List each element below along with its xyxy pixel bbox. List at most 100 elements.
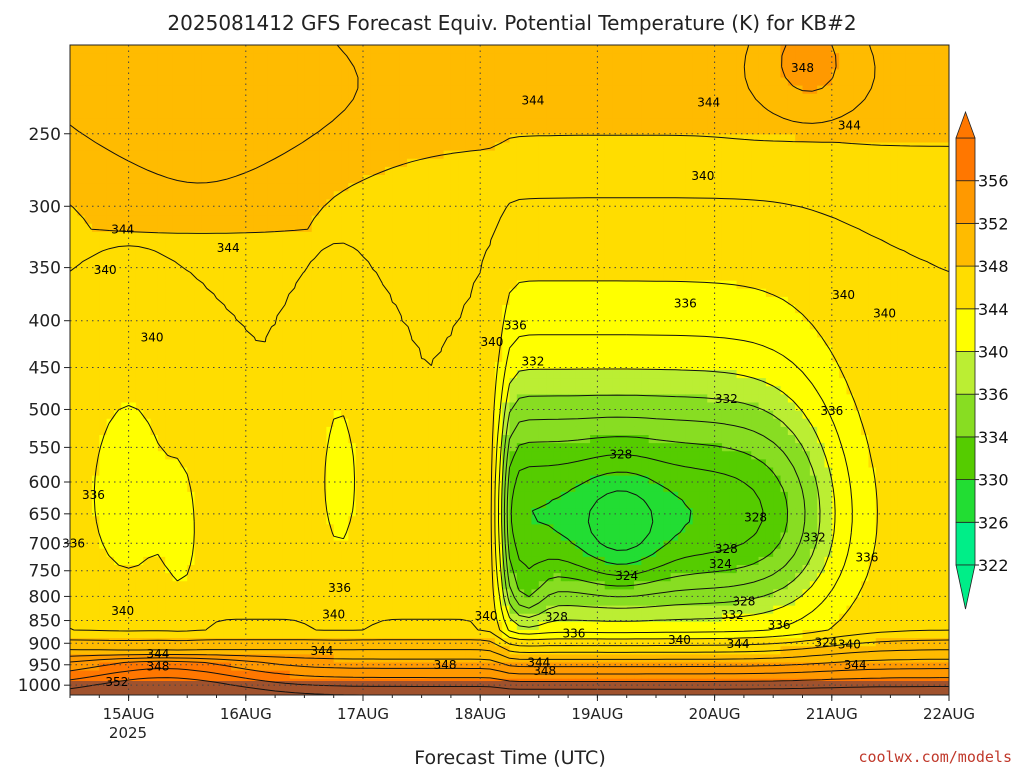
field-cell: [450, 101, 459, 111]
field-cell: [494, 183, 503, 192]
field-cell: [326, 280, 335, 290]
field-cell: [333, 142, 342, 152]
field-cell: [736, 207, 745, 217]
field-cell: [238, 248, 247, 257]
field-cell: [487, 101, 496, 111]
field-cell: [524, 207, 533, 217]
field-cell: [846, 321, 855, 330]
field-cell: [941, 248, 949, 257]
field-cell: [399, 61, 408, 70]
field-cell: [817, 256, 826, 265]
field-cell: [626, 329, 635, 339]
field-cell: [406, 240, 415, 249]
field-cell: [406, 61, 415, 70]
field-cell: [597, 370, 606, 379]
field-cell: [421, 329, 430, 339]
field-cell: [538, 296, 547, 306]
field-cell: [729, 231, 738, 241]
field-cell: [348, 256, 357, 265]
field-cell: [443, 223, 452, 233]
field-cell: [817, 280, 826, 290]
field-cell: [238, 207, 247, 217]
field-cell: [524, 370, 533, 379]
field-cell: [824, 118, 833, 127]
field-cell: [590, 272, 598, 282]
field-cell: [245, 272, 254, 282]
field-cell: [685, 240, 694, 249]
field-cell: [304, 280, 313, 290]
field-cell: [428, 361, 437, 371]
field-cell: [311, 175, 320, 184]
field-cell: [839, 296, 848, 306]
field-cell: [377, 85, 386, 95]
field-cell: [194, 329, 203, 339]
field-cell: [560, 264, 569, 274]
field-cell: [304, 183, 313, 192]
field-cell: [238, 296, 247, 306]
field-cell: [450, 77, 459, 87]
field-cell: [384, 118, 393, 127]
field-cell: [363, 77, 371, 87]
field-cell: [245, 126, 254, 135]
field-cell: [677, 256, 686, 265]
field-cell: [311, 313, 320, 322]
field-cell: [729, 45, 738, 54]
field-cell: [890, 353, 899, 363]
field-cell: [392, 280, 401, 290]
field-cell: [392, 158, 401, 168]
field-cell: [297, 215, 305, 225]
field-cell: [377, 134, 386, 144]
field-cell: [341, 45, 349, 54]
field-cell: [99, 321, 108, 330]
field-cell: [795, 305, 804, 314]
field-cell: [275, 69, 284, 79]
field-cell: [458, 45, 467, 54]
field-cell: [846, 370, 855, 379]
field-cell: [582, 69, 591, 79]
field-cell: [275, 150, 284, 160]
field-cell: [297, 191, 305, 200]
field-cell: [157, 353, 166, 363]
field-cell: [743, 313, 752, 322]
field-cell: [853, 85, 862, 95]
field-cell: [524, 288, 533, 298]
field-cell: [245, 53, 254, 62]
field-cell: [355, 134, 364, 144]
field-cell: [531, 378, 540, 387]
field-cell: [824, 110, 833, 119]
field-cell: [729, 288, 738, 298]
field-cell: [84, 207, 93, 217]
field-cell: [590, 175, 598, 184]
field-cell: [289, 101, 298, 111]
field-cell: [502, 240, 511, 249]
field-cell: [604, 69, 613, 79]
field-cell: [319, 126, 327, 135]
field-cell: [568, 280, 577, 290]
field-cell: [941, 93, 949, 103]
field-cell: [699, 215, 708, 225]
field-cell: [905, 321, 913, 330]
field-cell: [524, 361, 533, 371]
field-cell: [348, 264, 357, 274]
field-cell: [355, 61, 364, 70]
chart-title: 2025081412 GFS Forecast Equiv. Potential…: [167, 11, 856, 35]
field-cell: [575, 85, 584, 95]
field-cell: [861, 45, 870, 54]
field-cell: [692, 85, 701, 95]
field-cell: [77, 69, 86, 79]
field-cell: [187, 110, 196, 119]
field-cell: [861, 240, 870, 249]
field-cell: [670, 248, 679, 257]
field-cell: [765, 305, 774, 314]
field-cell: [494, 199, 503, 209]
field-cell: [619, 296, 628, 306]
field-cell: [597, 134, 606, 144]
field-cell: [934, 77, 943, 87]
field-cell: [311, 53, 320, 62]
field-cell: [883, 240, 891, 249]
field-cell: [883, 231, 891, 241]
field-cell: [743, 256, 752, 265]
field-cell: [150, 207, 159, 217]
field-cell: [187, 175, 196, 184]
field-cell: [84, 118, 93, 127]
